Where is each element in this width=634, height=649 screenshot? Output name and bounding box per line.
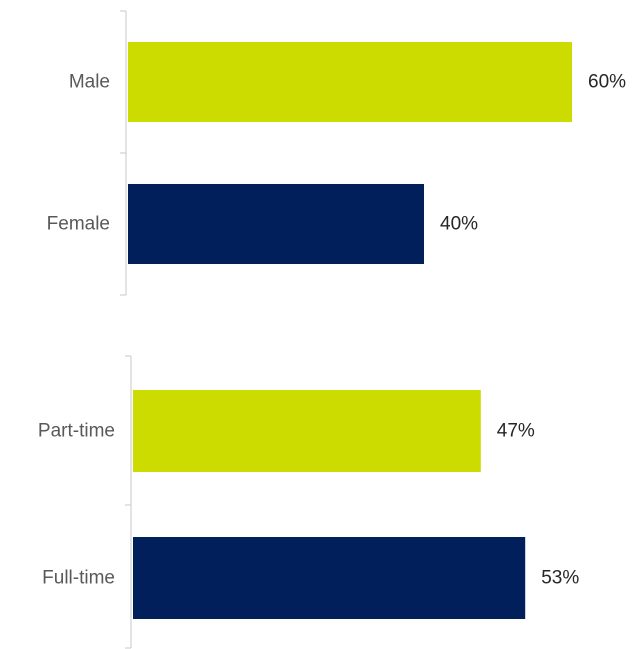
- value-label-male: 60%: [588, 72, 626, 93]
- category-label-female: Female: [47, 214, 110, 235]
- bar-part-time: [133, 390, 481, 472]
- bar-full-time: [133, 537, 526, 619]
- bar-female: [128, 184, 424, 264]
- category-label-male: Male: [69, 72, 110, 93]
- category-label-part-time: Part-time: [38, 421, 115, 442]
- category-label-full-time: Full-time: [42, 568, 115, 589]
- employment-chart-panel: Part-time 47% Full-time 53%: [38, 355, 579, 649]
- value-label-part-time: 47%: [497, 421, 535, 442]
- bar-male: [128, 42, 572, 122]
- gender-chart-panel: Male 60% Female 40%: [47, 10, 626, 296]
- value-label-full-time: 53%: [541, 568, 579, 589]
- value-label-female: 40%: [440, 214, 478, 235]
